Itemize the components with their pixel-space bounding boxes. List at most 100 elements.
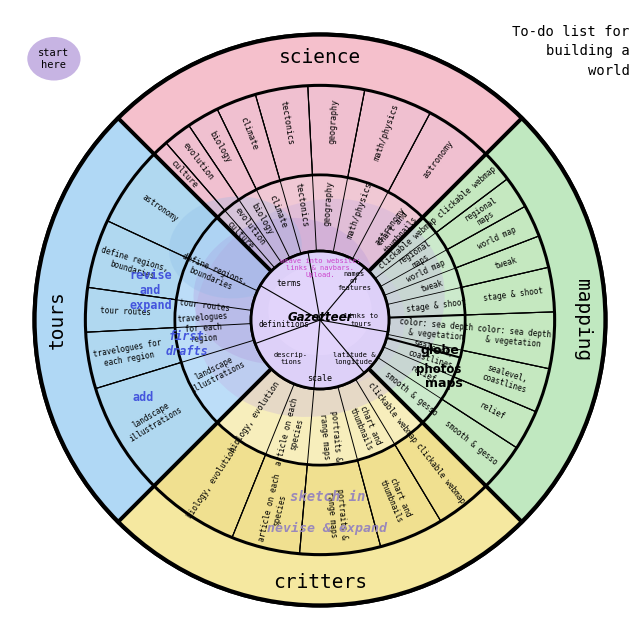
Text: Gazetteer: Gazetteer xyxy=(287,311,353,324)
Polygon shape xyxy=(358,444,441,547)
Text: define regions,
boundaries: define regions, boundaries xyxy=(177,252,248,297)
Text: sealevel,
coastlines: sealevel, coastlines xyxy=(406,338,456,370)
Text: chart and
thumbnails: chart and thumbnails xyxy=(378,474,414,524)
Text: maps: maps xyxy=(424,377,462,390)
Polygon shape xyxy=(308,85,365,177)
Polygon shape xyxy=(436,179,525,250)
Text: first
drafts: first drafts xyxy=(166,330,209,358)
Text: define regions,
boundaries: define regions, boundaries xyxy=(97,246,170,284)
Text: revise
and
expand: revise and expand xyxy=(129,269,172,312)
Text: latitude &
longitude: latitude & longitude xyxy=(333,352,375,365)
Text: tours: tours xyxy=(48,291,67,349)
Polygon shape xyxy=(118,486,522,605)
Ellipse shape xyxy=(28,37,81,81)
Polygon shape xyxy=(217,95,280,189)
Polygon shape xyxy=(454,350,550,412)
Text: nevise & expand: nevise & expand xyxy=(268,522,387,534)
Text: descrip-
tions: descrip- tions xyxy=(274,352,308,365)
Text: climate: climate xyxy=(268,193,289,229)
Text: critters: critters xyxy=(273,573,367,592)
Polygon shape xyxy=(189,109,257,200)
Text: stage & shoot: stage & shoot xyxy=(406,298,466,314)
Text: tour routes: tour routes xyxy=(100,306,151,317)
Polygon shape xyxy=(388,113,486,218)
Polygon shape xyxy=(85,154,271,486)
Text: clickable webmap: clickable webmap xyxy=(365,380,418,444)
Text: math/physics: math/physics xyxy=(372,102,401,162)
Text: astronomy: astronomy xyxy=(141,193,180,224)
Text: names
of
features: names of features xyxy=(337,271,371,291)
Polygon shape xyxy=(154,85,486,271)
Polygon shape xyxy=(462,312,555,369)
Text: science: science xyxy=(279,48,361,67)
Text: travelogues for
each region: travelogues for each region xyxy=(92,338,164,369)
Text: tectonics: tectonics xyxy=(294,182,310,228)
Polygon shape xyxy=(154,369,486,555)
Ellipse shape xyxy=(260,253,404,387)
Text: mapping: mapping xyxy=(573,279,592,361)
Text: biology, evolution: biology, evolution xyxy=(228,380,282,454)
Text: tectonics: tectonics xyxy=(279,100,295,146)
Polygon shape xyxy=(300,460,381,555)
Text: biology: biology xyxy=(249,202,275,236)
Polygon shape xyxy=(108,154,218,259)
Polygon shape xyxy=(461,268,554,315)
Text: stage & shoot: stage & shoot xyxy=(483,286,543,303)
Text: clickable webmap: clickable webmap xyxy=(413,442,466,506)
Text: smooth & gesso: smooth & gesso xyxy=(444,419,499,467)
Polygon shape xyxy=(35,118,154,522)
Text: world map: world map xyxy=(476,225,517,251)
Text: climate: climate xyxy=(238,116,259,152)
Text: terms: terms xyxy=(276,279,301,288)
Polygon shape xyxy=(166,125,239,211)
Text: tweak: tweak xyxy=(494,255,518,271)
Text: relief: relief xyxy=(477,401,506,422)
Polygon shape xyxy=(395,422,486,521)
Polygon shape xyxy=(348,90,430,192)
Polygon shape xyxy=(154,422,266,538)
Text: biology: biology xyxy=(207,130,233,164)
Text: color: sea depth
& vegetation: color: sea depth & vegetation xyxy=(476,324,552,350)
Text: world map: world map xyxy=(405,258,447,284)
Text: portraits &
range maps: portraits & range maps xyxy=(318,410,342,463)
Ellipse shape xyxy=(193,218,374,364)
Text: sealevel,
coastlines: sealevel, coastlines xyxy=(481,362,531,395)
Text: biology, evolution: biology, evolution xyxy=(186,445,239,520)
Text: travelogues
for each
region: travelogues for each region xyxy=(177,312,230,345)
Text: start
here: start here xyxy=(38,48,70,70)
Polygon shape xyxy=(88,221,188,300)
Polygon shape xyxy=(422,399,516,486)
Text: math/physics: math/physics xyxy=(346,180,374,240)
Text: add: add xyxy=(132,391,154,404)
Polygon shape xyxy=(369,154,555,486)
Text: culture: culture xyxy=(225,219,255,250)
Text: astronomy: astronomy xyxy=(422,139,456,180)
Polygon shape xyxy=(95,362,218,486)
Text: photos: photos xyxy=(416,363,461,376)
Text: regional
maps: regional maps xyxy=(397,238,438,275)
Text: chart and
thumbnails: chart and thumbnails xyxy=(348,403,383,452)
Text: To-do list for
building a
world: To-do list for building a world xyxy=(513,25,630,78)
Text: article on each
species: article on each species xyxy=(257,474,292,545)
Text: geography: geography xyxy=(322,181,334,227)
Circle shape xyxy=(251,251,389,389)
Text: smooth & gesso: smooth & gesso xyxy=(383,369,438,417)
Text: weave into website:
links & navbars.
Upload.: weave into website: links & navbars. Upl… xyxy=(280,258,360,278)
Text: culture: culture xyxy=(169,158,199,190)
Text: evolution: evolution xyxy=(181,141,216,182)
Ellipse shape xyxy=(268,266,372,355)
Text: clickable webmap: clickable webmap xyxy=(436,164,498,220)
Text: regional
maps: regional maps xyxy=(463,196,504,232)
Text: astronomy: astronomy xyxy=(373,206,408,248)
Polygon shape xyxy=(422,154,508,233)
Text: scale: scale xyxy=(307,374,333,383)
Ellipse shape xyxy=(195,199,445,417)
Text: links to
tours: links to tours xyxy=(344,314,378,326)
Polygon shape xyxy=(86,328,181,388)
Polygon shape xyxy=(442,377,536,448)
Text: chart and
thumbnails: chart and thumbnails xyxy=(374,208,419,256)
Polygon shape xyxy=(255,86,312,180)
Polygon shape xyxy=(118,35,522,154)
Text: color: sea depth
& vegetation: color: sea depth & vegetation xyxy=(399,317,474,343)
Text: definitions: definitions xyxy=(259,321,309,330)
